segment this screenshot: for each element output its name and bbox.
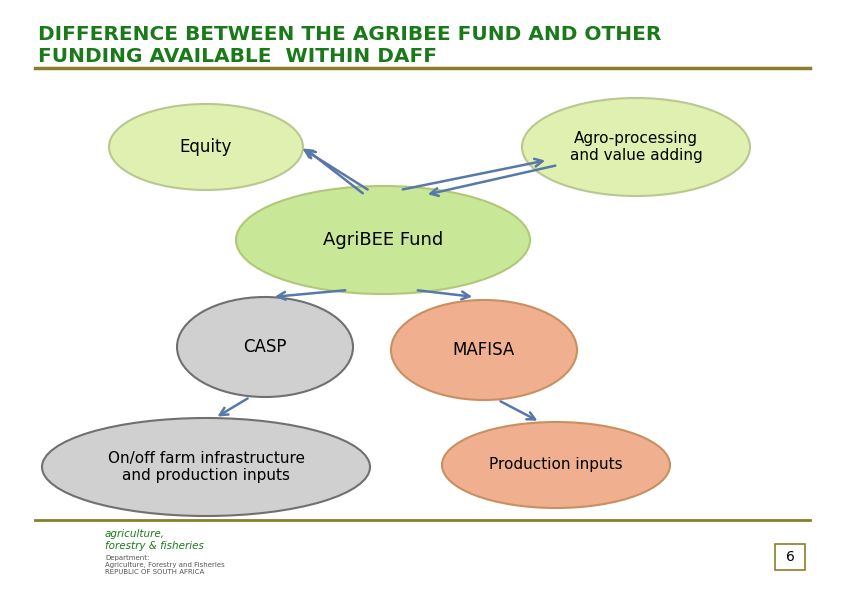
Ellipse shape xyxy=(236,186,530,294)
Text: DIFFERENCE BETWEEN THE AGRIBEE FUND AND OTHER: DIFFERENCE BETWEEN THE AGRIBEE FUND AND … xyxy=(38,25,661,44)
FancyBboxPatch shape xyxy=(775,544,805,570)
Ellipse shape xyxy=(522,98,750,196)
Text: Agro-processing
and value adding: Agro-processing and value adding xyxy=(570,131,702,163)
Text: MAFISA: MAFISA xyxy=(453,341,515,359)
Ellipse shape xyxy=(177,297,353,397)
Text: Equity: Equity xyxy=(180,138,232,156)
Ellipse shape xyxy=(391,300,577,400)
Ellipse shape xyxy=(442,422,670,508)
Ellipse shape xyxy=(109,104,303,190)
Text: CASP: CASP xyxy=(243,338,287,356)
Text: Production inputs: Production inputs xyxy=(489,458,623,472)
Text: AgriBEE Fund: AgriBEE Fund xyxy=(322,231,443,249)
Text: On/off farm infrastructure
and production inputs: On/off farm infrastructure and productio… xyxy=(108,451,305,483)
Text: FUNDING AVAILABLE  WITHIN DAFF: FUNDING AVAILABLE WITHIN DAFF xyxy=(38,47,437,66)
Text: agriculture,
forestry & fisheries: agriculture, forestry & fisheries xyxy=(105,529,204,551)
Text: 6: 6 xyxy=(786,550,795,564)
Text: Department:
Agriculture, Forestry and Fisheries
REPUBLIC OF SOUTH AFRICA: Department: Agriculture, Forestry and Fi… xyxy=(105,555,225,575)
Ellipse shape xyxy=(42,418,370,516)
